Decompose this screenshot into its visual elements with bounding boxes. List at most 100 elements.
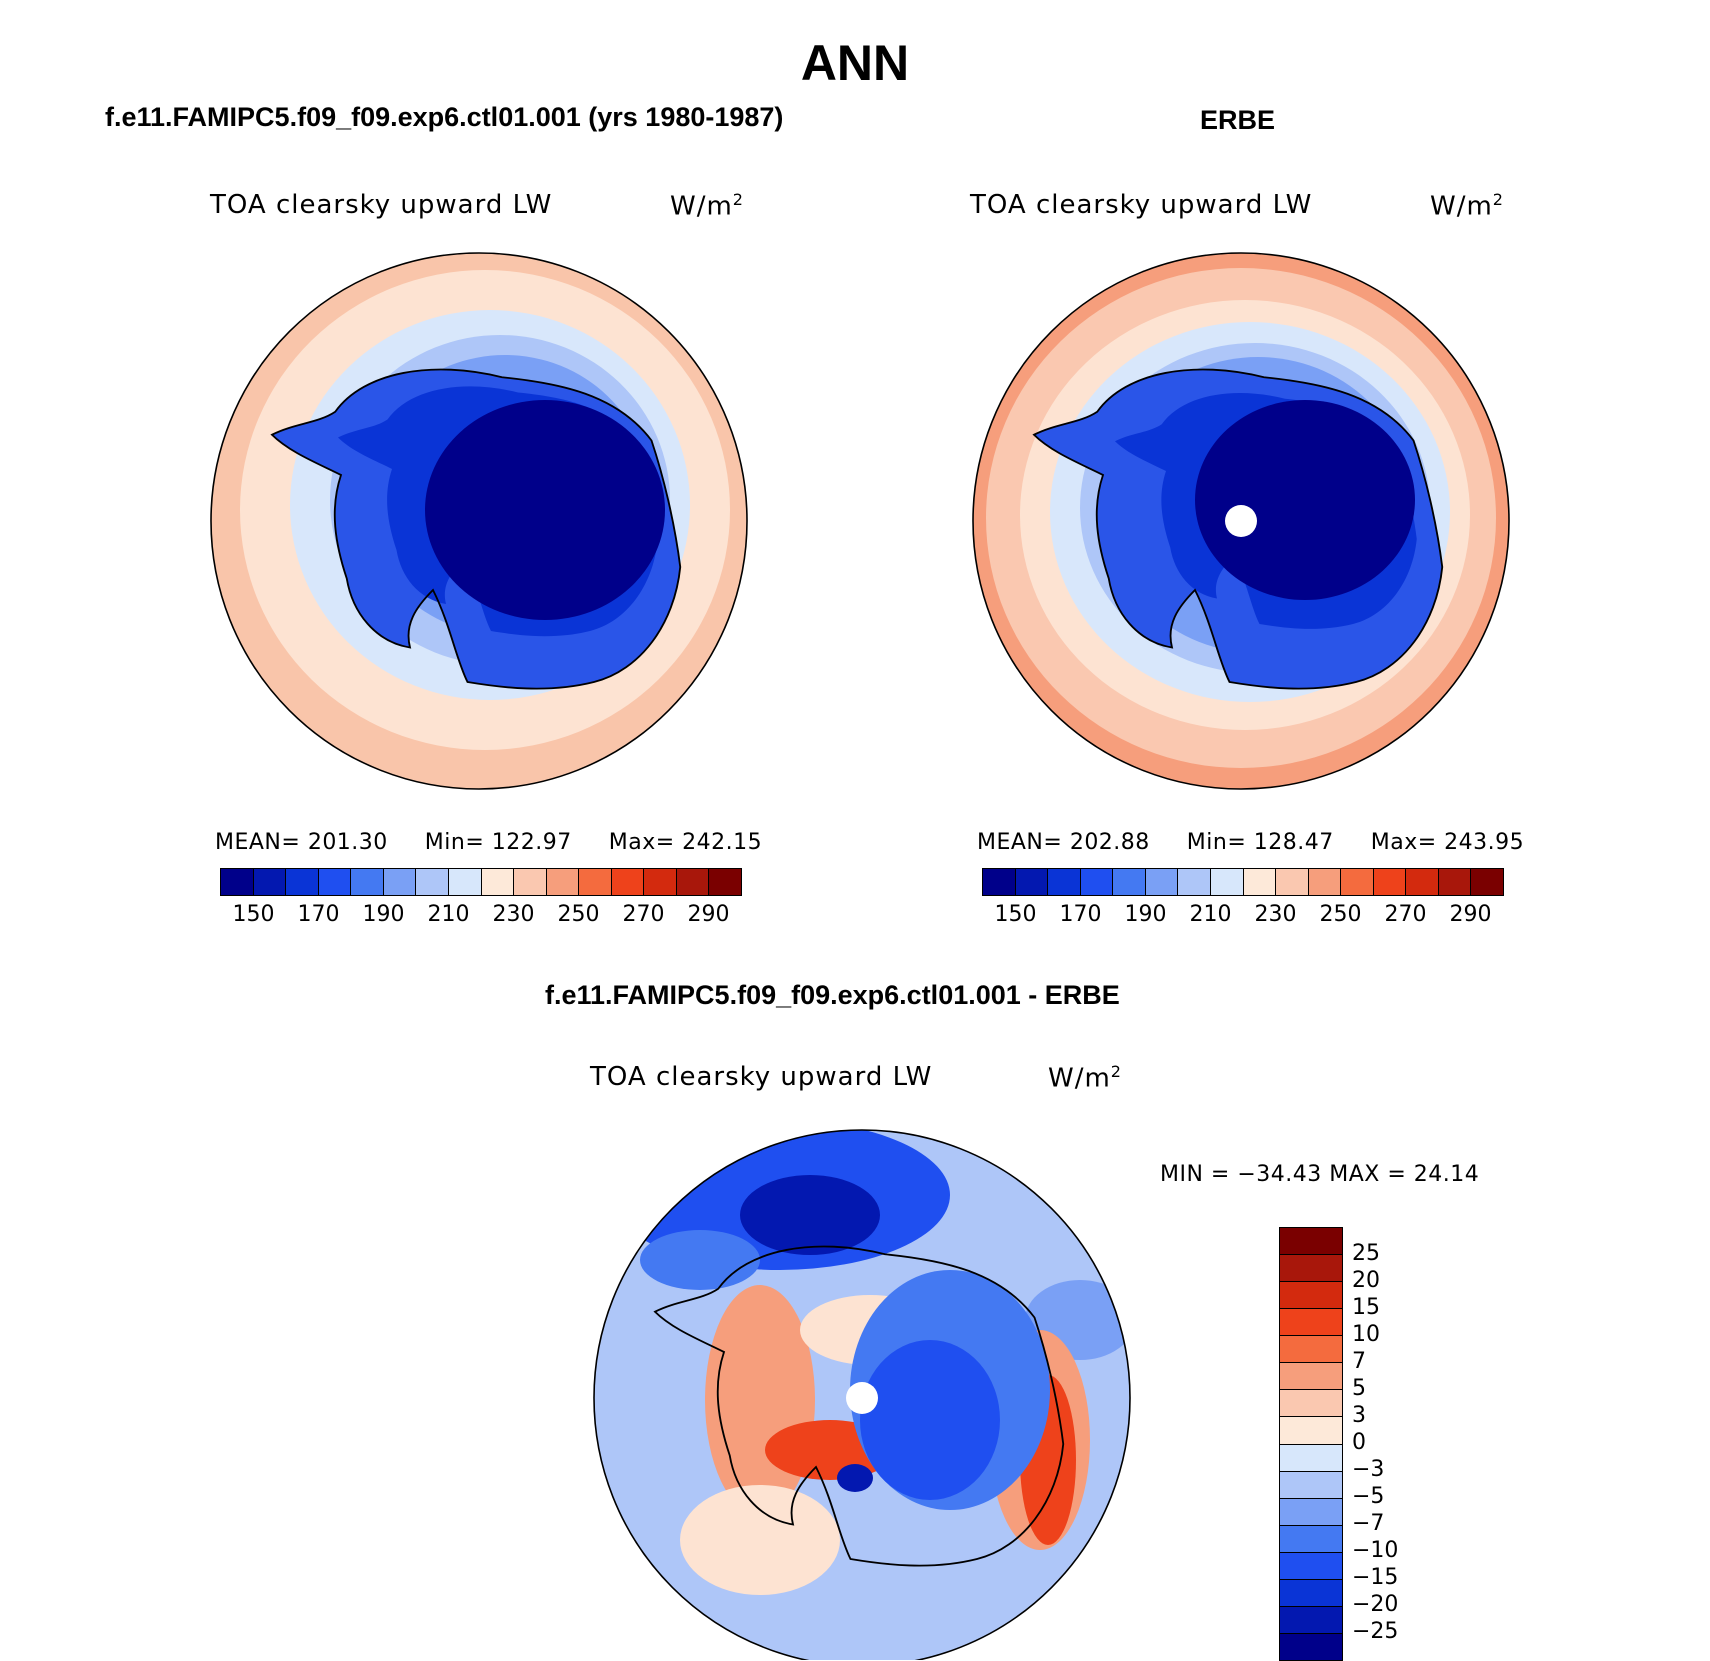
diff-minmax: MIN = −34.43 MAX = 24.14 — [1160, 1162, 1480, 1187]
left-max: Max= 242.15 — [608, 830, 763, 855]
right-colorbar-swatch — [1145, 869, 1179, 895]
left-colorbar-swatch — [579, 869, 612, 895]
diff-colorbar-tick-label: 0 — [1352, 1430, 1366, 1455]
left-colorbar-swatch — [221, 869, 254, 895]
right-colorbar-swatch — [1080, 869, 1114, 895]
right-colorbar-tick-label: 290 — [1449, 902, 1492, 927]
main-title: ANN — [800, 35, 910, 91]
left-units-label: W/m2 — [670, 190, 744, 222]
left-variable-label: TOA clearsky upward LW — [210, 190, 553, 220]
diff-colorbar — [1279, 1227, 1343, 1661]
left-colorbar-swatch — [253, 869, 287, 895]
right-colorbar-tick-label: 250 — [1319, 902, 1362, 927]
diff-colorbar-tick-label: −7 — [1352, 1511, 1385, 1536]
right-panel-subtitle: ERBE — [1200, 105, 1276, 135]
right-map — [972, 252, 1510, 790]
left-colorbar-swatch — [611, 869, 645, 895]
right-colorbar-ticks: 150 170 190 210 230 250 270 290 — [982, 902, 1502, 932]
right-colorbar-tick-label: 190 — [1124, 902, 1167, 927]
diff-colorbar-swatch — [1280, 1390, 1342, 1418]
left-colorbar-swatch — [481, 869, 515, 895]
right-colorbar-swatch — [1341, 869, 1374, 895]
diff-variable-label: TOA clearsky upward LW — [590, 1062, 933, 1092]
diff-colorbar-tick-label: −15 — [1352, 1565, 1399, 1590]
diff-colorbar-swatch — [1280, 1336, 1342, 1364]
right-max: Max= 243.95 — [1370, 830, 1525, 855]
left-colorbar-swatch — [383, 869, 417, 895]
left-colorbar-tick-label: 150 — [232, 902, 275, 927]
diff-colorbar-swatch — [1280, 1579, 1342, 1607]
left-colorbar-tick-label: 170 — [297, 902, 340, 927]
left-colorbar-swatch — [514, 869, 547, 895]
left-colorbar-swatch — [644, 869, 677, 895]
left-colorbar-swatch — [286, 869, 319, 895]
diff-colorbar-swatch — [1280, 1417, 1342, 1445]
right-colorbar-swatch — [1438, 869, 1472, 895]
diff-colorbar-tick-label: 5 — [1352, 1376, 1366, 1401]
diff-colorbar-swatch — [1280, 1282, 1342, 1310]
diff-colorbar-swatch — [1280, 1498, 1342, 1526]
right-colorbar-swatch — [1243, 869, 1277, 895]
left-colorbar-swatch — [448, 869, 482, 895]
diff-colorbar-tick-label: 15 — [1352, 1295, 1380, 1320]
left-colorbar-swatch — [676, 869, 710, 895]
diff-colorbar-swatch — [1280, 1552, 1342, 1580]
right-colorbar-tick-label: 170 — [1059, 902, 1102, 927]
right-colorbar-tick-label: 270 — [1384, 902, 1427, 927]
diff-colorbar-tick-label: 3 — [1352, 1403, 1366, 1428]
left-colorbar-tick-label: 250 — [557, 902, 600, 927]
diff-colorbar-swatch — [1280, 1363, 1342, 1391]
diff-colorbar-swatch — [1280, 1525, 1342, 1553]
diff-colorbar-tick-label: −20 — [1352, 1592, 1399, 1617]
diff-map — [593, 1129, 1131, 1660]
left-panel-subtitle: f.e11.FAMIPC5.f09_f09.exp6.ctl01.001 (yr… — [105, 102, 784, 132]
diff-colorbar-tick-label: −25 — [1352, 1619, 1399, 1644]
right-colorbar-tick-label: 210 — [1189, 902, 1232, 927]
left-colorbar-tick-label: 290 — [687, 902, 730, 927]
right-colorbar-swatch — [1276, 869, 1309, 895]
left-colorbar-swatch — [416, 869, 449, 895]
right-colorbar-swatch — [1048, 869, 1081, 895]
left-colorbar-ticks: 150 170 190 210 230 250 270 290 — [220, 902, 740, 932]
right-colorbar-swatch — [1471, 869, 1503, 895]
right-colorbar-swatch — [1406, 869, 1439, 895]
right-colorbar-swatch — [1308, 869, 1342, 895]
left-mean: MEAN= 201.30 — [215, 830, 388, 855]
left-colorbar-swatch — [546, 869, 580, 895]
left-min: Min= 122.97 — [424, 830, 572, 855]
right-colorbar-swatch — [1178, 869, 1211, 895]
diff-colorbar-swatch — [1280, 1228, 1342, 1256]
right-colorbar-swatch — [1210, 869, 1244, 895]
left-colorbar-swatch — [318, 869, 352, 895]
right-colorbar-swatch — [1015, 869, 1049, 895]
right-colorbar-tick-label: 150 — [994, 902, 1037, 927]
diff-colorbar-tick-label: −5 — [1352, 1484, 1385, 1509]
left-colorbar-tick-label: 230 — [492, 902, 535, 927]
right-units-label: W/m2 — [1430, 190, 1504, 222]
diff-colorbar-ticks: 25 20 15 10 7 5 3 0 −3 −5 −7 −10 −15 −20 −25 — [1352, 1227, 1432, 1659]
left-map — [210, 252, 748, 790]
diff-colorbar-swatch — [1280, 1309, 1342, 1337]
right-variable-label: TOA clearsky upward LW — [970, 190, 1313, 220]
right-colorbar-swatch — [1113, 869, 1146, 895]
left-colorbar-tick-label: 270 — [622, 902, 665, 927]
diff-colorbar-tick-label: −3 — [1352, 1457, 1385, 1482]
diff-panel-subtitle: f.e11.FAMIPC5.f09_f09.exp6.ctl01.001 - E… — [545, 980, 1120, 1010]
left-colorbar-tick-label: 210 — [427, 902, 470, 927]
right-colorbar-tick-label: 230 — [1254, 902, 1297, 927]
right-stats: MEAN= 202.88 Min= 128.47 Max= 243.95 — [977, 830, 1524, 855]
diff-colorbar-tick-label: 7 — [1352, 1349, 1366, 1374]
diff-colorbar-swatch — [1280, 1255, 1342, 1283]
diff-colorbar-tick-label: 20 — [1352, 1268, 1380, 1293]
left-colorbar-swatch — [709, 869, 741, 895]
left-colorbar-swatch — [351, 869, 384, 895]
left-colorbar — [220, 868, 742, 896]
right-colorbar-swatch — [1373, 869, 1407, 895]
diff-colorbar-swatch — [1280, 1606, 1342, 1634]
diff-colorbar-tick-label: 25 — [1352, 1241, 1380, 1266]
diff-units-label: W/m2 — [1048, 1062, 1122, 1094]
right-colorbar — [982, 868, 1504, 896]
diff-colorbar-swatch — [1280, 1444, 1342, 1472]
right-min: Min= 128.47 — [1186, 830, 1334, 855]
